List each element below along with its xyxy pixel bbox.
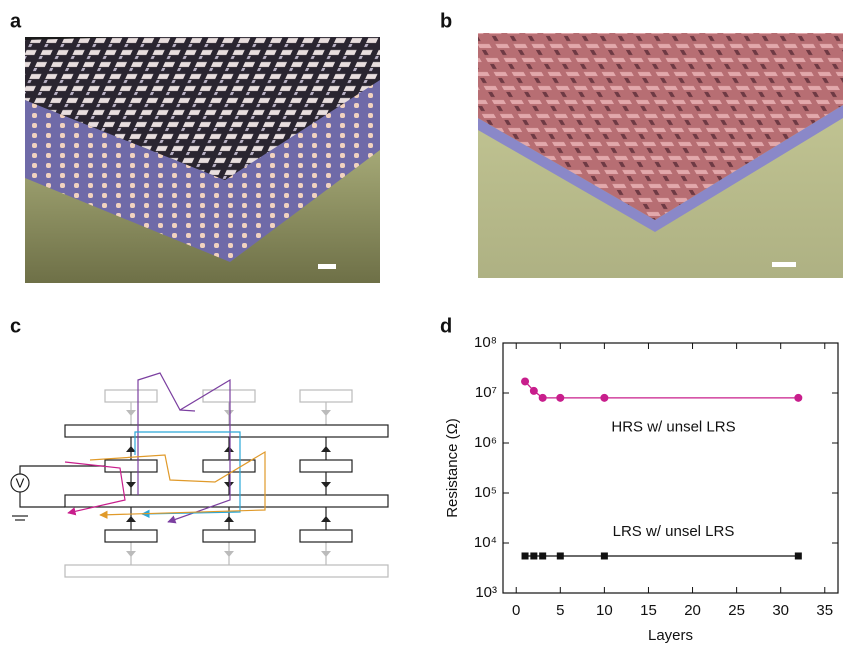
marker [521,377,529,385]
marker [539,394,547,402]
x-tick-label: 30 [772,602,789,619]
figure: a b c d V 10³ 10⁴ 10⁵ 10⁶ 10⁷ 10⁸ 0 5 10 15 20 25 30… [0,0,845,648]
x-tick-label: 10 [596,602,613,619]
x-tick-label: 5 [556,602,564,619]
panel-label: c [10,315,21,337]
marker [795,552,802,559]
x-axis-label: Layers [648,627,693,644]
series-label: LRS w/ unsel LRS [613,523,735,540]
marker [556,394,564,402]
x-tick-label: 0 [512,602,520,619]
circuit: V [11,373,388,577]
source-label: V [16,475,25,490]
series-line [525,381,798,397]
marker [522,552,529,559]
marker [557,552,564,559]
marker [600,394,608,402]
y-tick-label: 10⁶ [474,434,497,451]
panel-label: b [440,10,452,32]
y-tick-label: 10⁸ [474,334,497,351]
panel-label: a [10,10,22,32]
y-axis-label: Resistance (Ω) [444,418,461,518]
series-label: HRS w/ unsel LRS [611,418,735,435]
y-tick-label: 10⁵ [474,484,497,501]
marker [530,552,537,559]
marker [539,552,546,559]
sem-image-b [478,33,843,278]
marker [794,394,802,402]
y-tick-label: 10³ [475,584,497,601]
marker [530,387,538,395]
x-tick-label: 35 [816,602,833,619]
y-tick-label: 10⁷ [475,384,497,401]
x-tick-label: 15 [640,602,657,619]
x-tick-label: 20 [684,602,701,619]
marker [601,552,608,559]
y-tick-label: 10⁴ [474,534,497,551]
x-tick-label: 25 [728,602,745,619]
panel-label: d [440,315,452,337]
sem-image-a [25,37,380,283]
